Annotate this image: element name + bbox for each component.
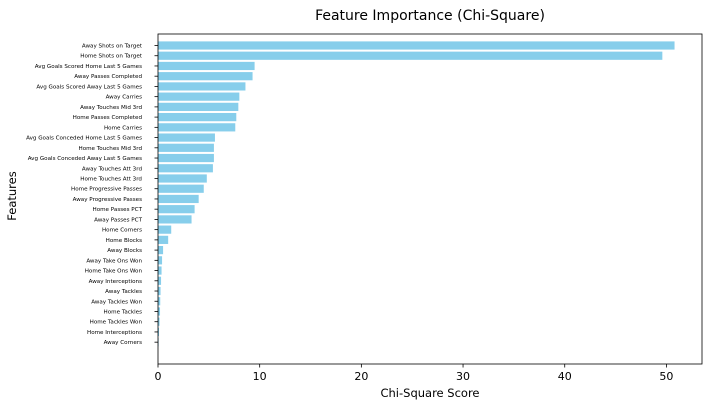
category-label: Away Progressive Passes [73, 197, 142, 203]
bar [158, 92, 240, 101]
bar [158, 143, 214, 152]
category-label: Away Blocks [107, 248, 142, 254]
category-label: Away Corners [104, 340, 143, 346]
category-label: Home Blocks [106, 238, 142, 244]
category-label: Home Interceptions [87, 330, 142, 336]
bar [158, 41, 675, 50]
bar [158, 266, 162, 275]
x-tick-label: 50 [659, 370, 673, 383]
bar [158, 61, 255, 71]
bar [158, 205, 195, 214]
bar [158, 82, 246, 91]
bar [158, 215, 192, 224]
bar [158, 72, 253, 81]
x-axis-label: Chi-Square Score [380, 386, 479, 400]
category-label: Away Tackles [105, 289, 142, 295]
bar [158, 133, 215, 142]
category-label: Avg Goals Scored Home Last 5 Games [35, 64, 142, 70]
category-label: Away Carries [106, 95, 143, 101]
bar [158, 327, 160, 337]
bar [158, 164, 213, 173]
category-label: Avg Goals Conceded Home Last 5 Games [26, 136, 142, 142]
category-label: Home Touches Att 3rd [80, 176, 142, 182]
bar [158, 276, 162, 285]
bar [158, 113, 237, 122]
bar [158, 246, 164, 255]
x-tick-label: 30 [456, 370, 470, 383]
category-label: Home Tackles Won [90, 320, 143, 326]
x-tick-label: 20 [354, 370, 368, 383]
category-label: Away Interceptions [89, 279, 142, 285]
bar [158, 307, 161, 316]
bar [158, 102, 239, 111]
y-axis-label: Features [5, 171, 19, 220]
category-label: Away Passes PCT [94, 217, 142, 223]
x-axis-ticks: 0 10 20 30 40 50 [155, 364, 673, 383]
category-label: Away Take Ons Won [86, 258, 142, 264]
bar [158, 184, 204, 193]
category-label: Away Touches Mid 3rd [80, 105, 142, 111]
category-label: Home Carries [104, 125, 142, 131]
category-label: Home Shots on Target [80, 54, 143, 60]
x-tick-label: 0 [155, 370, 162, 383]
category-label: Away Passes Completed [74, 74, 142, 80]
bar [158, 235, 169, 244]
bar [158, 317, 160, 326]
bar [158, 297, 161, 306]
category-label: Home Passes Completed [73, 115, 143, 121]
x-tick-label: 10 [253, 370, 267, 383]
category-label: Home Passes PCT [92, 207, 142, 213]
category-label: Home Corners [102, 228, 142, 234]
bar [158, 123, 236, 132]
category-label: Home Touches Mid 3rd [78, 146, 142, 152]
category-label: Away Shots on Target [82, 44, 143, 50]
bar [158, 51, 663, 60]
category-label: Avg Goals Scored Away Last 5 Games [36, 84, 142, 90]
category-label: Home Tackles [104, 309, 143, 315]
category-label: Home Progressive Passes [71, 187, 142, 193]
bar [158, 194, 199, 204]
bar [158, 256, 163, 265]
bar [158, 286, 161, 296]
category-label: Away Touches Att 3rd [82, 166, 143, 172]
plot-frame [157, 33, 703, 365]
bar [158, 174, 207, 183]
category-label: Away Tackles Won [91, 299, 142, 305]
category-label: Home Take Ons Won [85, 269, 143, 275]
chart-title: Feature Importance (Chi-Square) [315, 8, 545, 24]
bar [158, 153, 214, 163]
bars-group [158, 41, 675, 347]
bar [158, 225, 172, 234]
category-label: Avg Goals Conceded Away Last 5 Games [28, 156, 142, 162]
category-labels: Away Shots on Target Home Shots on Target… [26, 44, 158, 346]
x-tick-label: 40 [558, 370, 572, 383]
